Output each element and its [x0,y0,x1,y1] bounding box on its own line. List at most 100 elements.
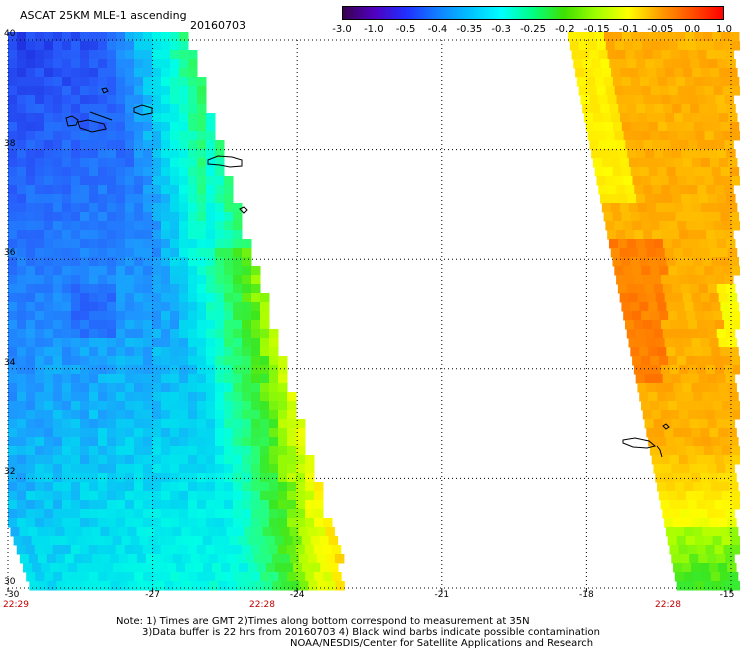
swath-cell [668,41,679,51]
swath-cell [692,572,703,582]
swath-cell [217,527,227,537]
swath-cell [152,266,162,276]
swath-cell [603,122,614,132]
swath-cell [8,257,18,267]
swath-cell [170,122,180,132]
swath-cell [669,455,680,465]
swath-cell [644,329,655,339]
swath-cell [188,446,198,456]
swath-cell [704,401,714,411]
swath-cell [26,122,36,132]
swath-cell [161,482,171,492]
swath-cell [287,572,297,582]
swath-cell [125,320,135,330]
swath-cell [206,248,216,258]
swath-cell [666,437,676,447]
swath-cell [188,311,198,321]
swath-cell [125,392,135,402]
swath-cell [197,149,207,159]
swath-cell [242,572,252,582]
swath-cell [173,581,183,591]
swath-cell [591,104,601,114]
swath-cell [149,563,159,573]
swath-cell [151,545,162,555]
swath-cell [215,212,225,222]
swath-cell [197,158,207,168]
swath-cell [28,527,38,537]
swath-cell [80,50,90,60]
swath-cell [143,59,153,69]
swath-cell [224,374,234,384]
swath-cell [146,581,156,591]
swath-cell [607,185,617,195]
swath-cell [725,329,736,339]
swath-cell [13,536,24,546]
swath-cell [711,212,722,222]
swath-cell [179,185,189,195]
island-madeira-2 [662,423,670,430]
swath-cell [98,320,108,330]
swath-cell [80,122,90,132]
swath-cell [287,392,297,402]
swath-cell [670,275,680,285]
swath-cell [125,185,135,195]
swath-cell [700,248,711,258]
swath-cell [618,59,628,69]
swath-cell [17,68,27,78]
swath-cell [287,500,297,510]
swath-cell [134,167,144,177]
swath-cell [616,275,626,285]
swath-cell [650,311,660,321]
swath-cell [122,563,132,573]
swath-cell [197,95,207,105]
swath-cell [62,275,72,285]
swath-cell [26,455,36,465]
swath-cell [188,509,198,519]
swath-cell [711,347,721,357]
swath-cell [92,581,102,591]
swath-cell [619,293,630,303]
swath-cell [233,374,243,384]
swath-cell [278,500,288,510]
swath-cell [127,554,138,564]
swath-cell [668,131,679,141]
swath-cell [98,410,108,420]
swath-cell [720,437,730,447]
swath-cell [125,464,135,474]
swath-cell [725,509,735,519]
swath-cell [654,59,664,69]
swath-cell [89,149,99,159]
swath-cell [242,401,252,411]
swath-cell [179,122,189,132]
swath-cell [89,50,99,60]
swath-cell [671,329,682,339]
swath-cell [206,230,216,240]
swath-cell [598,95,608,105]
swath-cell [89,176,99,186]
swath-cell [107,41,117,51]
swath-cell [40,536,51,546]
swath-cell [26,302,36,312]
swath-cell [89,113,99,123]
swath-cell [688,275,698,285]
swath-cell [251,374,261,384]
swath-cell [716,374,727,384]
swath-cell [116,500,126,510]
swath-cell [152,140,162,150]
swath-cell [215,185,225,195]
swath-cell [325,527,335,537]
swath-cell [704,86,715,96]
swath-cell [182,581,192,591]
swath-cell [250,545,261,555]
swath-cell [98,221,108,231]
swath-cell [107,365,117,375]
swath-cell [143,50,153,60]
swath-cell [616,185,626,195]
swath-cell [725,554,735,564]
swath-cell [260,383,270,393]
swath-cell [26,482,36,492]
swath-cell [125,158,135,168]
swath-cell [98,50,108,60]
swath-cell [677,311,687,321]
swath-cell [716,239,727,249]
